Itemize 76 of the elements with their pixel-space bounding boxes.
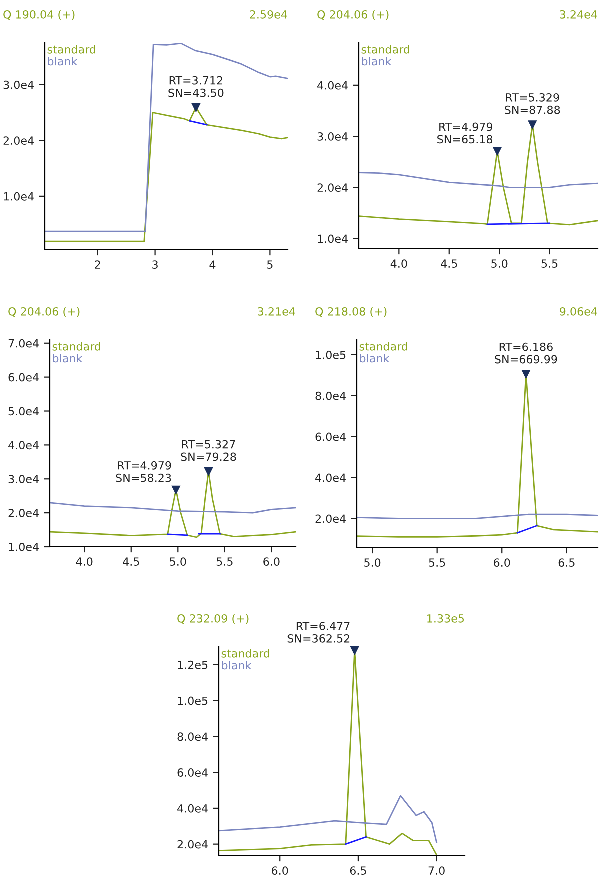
y-tick-label: 6.0e4 [8, 373, 39, 382]
x-tick-label: 5.5 [216, 558, 233, 566]
x-tick-label: 5.5 [542, 260, 558, 268]
y-tick-label: 2.0e4 [4, 136, 34, 146]
x-tick-label: 4 [210, 260, 216, 269]
y-tick-label: 1.0e4 [4, 192, 34, 201]
x-tick-label: 6.5 [350, 866, 366, 876]
y-tick-label: 1.0e4 [9, 542, 39, 552]
x-tick-label: 4.5 [441, 260, 458, 268]
annotation: RT=4.979 SN=58.23 [116, 461, 172, 482]
y-tick-label: 6.0e4 [178, 768, 208, 777]
chart-subtitle: 2.59e4 [250, 10, 288, 19]
text: blank [222, 661, 252, 670]
x-tick-label: 5 [268, 260, 273, 270]
chart-subtitle: 3.24e4 [560, 10, 598, 19]
x-tick-label: 6.0 [272, 866, 288, 876]
x-tick-label: 3 [152, 260, 158, 270]
chart-title: Q 232.09 (+) [178, 614, 249, 624]
y-tick-label: 2.0e4 [178, 840, 208, 849]
text: standard [52, 342, 100, 351]
y-tick-label: 2.0e4 [316, 514, 346, 524]
text: blank [362, 57, 392, 66]
y-tick-label: 2.0e4 [8, 509, 39, 518]
line-series [359, 172, 598, 188]
text: standard [222, 649, 270, 658]
y-tick-label: 3.0e4 [8, 475, 39, 484]
annotation: RT=6.477 SN=362.52 [288, 622, 350, 643]
chart-subtitle: 3.21e4 [258, 307, 296, 316]
text: standard [362, 45, 410, 54]
line-series [219, 795, 438, 844]
annotation: RT=5.327 SN=79.28 [181, 440, 236, 462]
y-tick-label: 4.0e4 [316, 474, 346, 482]
y-tick-label: 8.0e4 [178, 732, 208, 742]
x-tick-label: 4.0 [76, 558, 93, 566]
annotation: RT=5.329 SN=87.88 [505, 93, 560, 114]
y-tick-label: 4.0e4 [178, 804, 208, 813]
annotation: RT=6.186 SN=669.99 [495, 342, 558, 364]
line-series [45, 43, 288, 232]
chart-title: Q 204.06 (+) [318, 10, 389, 20]
y-tick-label: 1.2e5 [178, 660, 208, 670]
text: blank [360, 354, 390, 363]
y-tick-label: 4.0e4 [318, 81, 348, 90]
x-tick-label: 5.5 [429, 558, 446, 568]
y-tick-label: 1.0e5 [178, 696, 208, 706]
chart-subtitle: 9.06e4 [560, 307, 598, 316]
text: standard [48, 45, 96, 54]
text: blank [53, 354, 83, 363]
annotation: RT=3.712 SN=43.50 [168, 76, 224, 98]
x-tick-label: 7.0 [428, 866, 445, 876]
y-tick-label: 8.0e4 [316, 392, 346, 400]
text: standard [360, 342, 408, 351]
y-tick-label: 3.0e4 [4, 80, 34, 90]
x-tick-label: 2 [95, 260, 100, 269]
y-tick-label: 1.0e5 [316, 350, 346, 360]
chart-subtitle: 1.33e5 [428, 614, 464, 623]
x-tick-label: 5.0 [492, 260, 508, 268]
x-tick-label: 6.0 [494, 558, 510, 568]
x-tick-label: 4.0 [390, 260, 408, 268]
x-tick-label: 6.5 [558, 558, 575, 568]
y-tick-label: 4.0e4 [8, 441, 39, 450]
x-tick-label: 5.0 [364, 558, 381, 568]
chart-title: Q 204.06 (+) [8, 307, 80, 318]
y-tick-label: 1.0e4 [318, 234, 348, 244]
y-tick-label: 6.0e4 [316, 432, 346, 442]
y-tick-label: 5.0e4 [8, 407, 39, 416]
y-tick-label: 7.0e4 [8, 339, 39, 348]
text: blank [48, 57, 78, 66]
y-tick-label: 3.0e4 [318, 132, 348, 141]
x-tick-label: 6.0 [264, 558, 280, 566]
annotation: RT=4.979 SN=65.18 [438, 122, 493, 144]
line-series [50, 502, 296, 514]
y-tick-label: 2.0e4 [318, 184, 348, 192]
x-tick-label: 5.0 [170, 558, 186, 566]
chart-title: Q 218.08 (+) [316, 307, 387, 318]
x-tick-label: 4.5 [123, 558, 140, 566]
chart-title: Q 190.04 (+) [4, 10, 75, 20]
